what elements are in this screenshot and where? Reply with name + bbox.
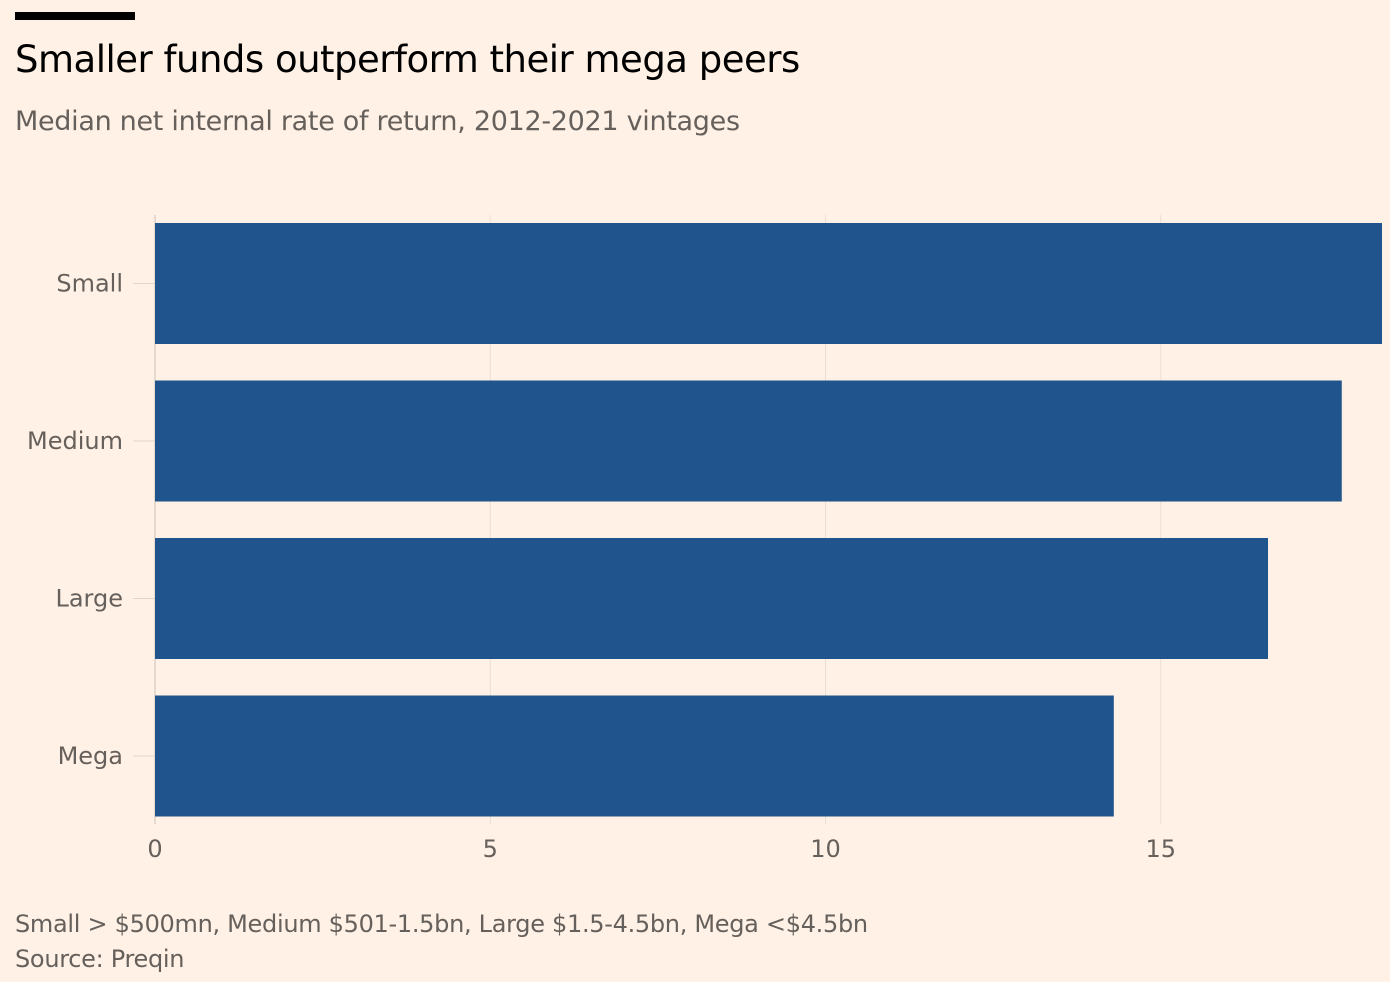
chart-title: Smaller funds outperform their mega peer… [15, 38, 800, 81]
footnote: Small > $500mn, Medium $501-1.5bn, Large… [15, 910, 868, 938]
x-tick-label: 15 [1145, 835, 1176, 863]
bar-medium [155, 380, 1342, 502]
chart-subtitle: Median net internal rate of return, 2012… [15, 106, 740, 137]
x-tick-label: 10 [810, 835, 841, 863]
brand-bar [15, 12, 135, 20]
bar-mega [155, 695, 1114, 817]
category-label: Medium [27, 427, 123, 455]
category-label: Small [56, 270, 123, 298]
bar-large [155, 538, 1269, 659]
x-tick-label: 5 [483, 835, 498, 863]
bar-small [155, 223, 1382, 344]
category-label: Large [55, 585, 123, 613]
x-tick-label: 0 [147, 835, 162, 863]
source: Source: Preqin [15, 945, 185, 973]
category-label: Mega [58, 742, 123, 770]
